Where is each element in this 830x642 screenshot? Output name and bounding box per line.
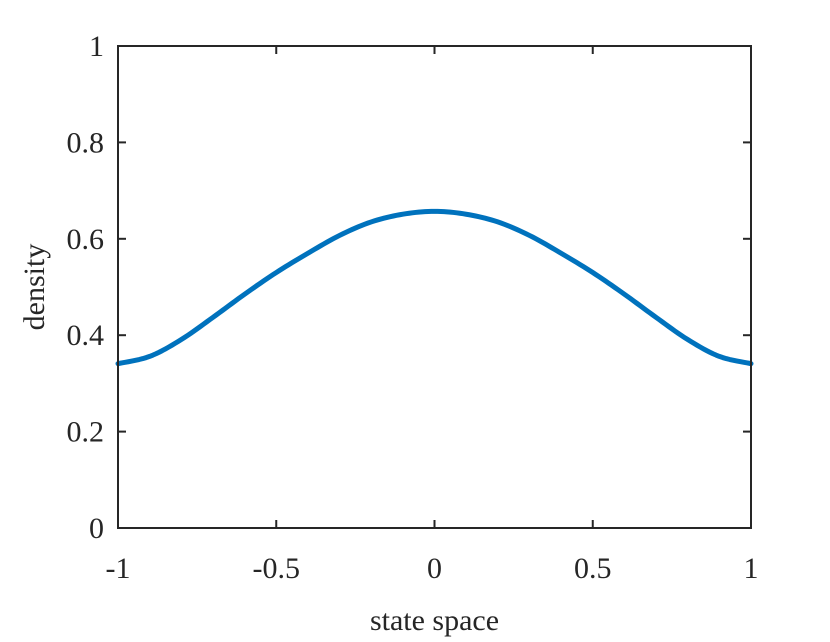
x-tick-label: -0.5 [253,552,301,585]
x-tick-label: 0.5 [574,552,612,585]
y-tick-label: 0.4 [67,319,105,352]
y-axis-ticks: 0 0.2 0.4 0.6 0.8 1 [67,30,751,545]
y-tick-label: 0.2 [67,416,105,449]
axes-frame [117,45,752,529]
x-axis-label: state space [370,604,499,637]
density-curve [115,208,754,367]
x-tick-label: 1 [744,552,759,585]
x-tick-label: -1 [106,552,131,585]
y-tick-label: 1 [89,30,104,63]
y-tick-label: 0.6 [67,223,105,256]
y-axis-label: density [18,244,51,331]
x-axis-ticks: -1 -0.5 0 0.5 1 [106,46,759,585]
x-tick-label: 0 [427,552,442,585]
y-tick-label: 0 [89,512,104,545]
plot-area [115,208,754,367]
y-tick-label: 0.8 [67,126,105,159]
